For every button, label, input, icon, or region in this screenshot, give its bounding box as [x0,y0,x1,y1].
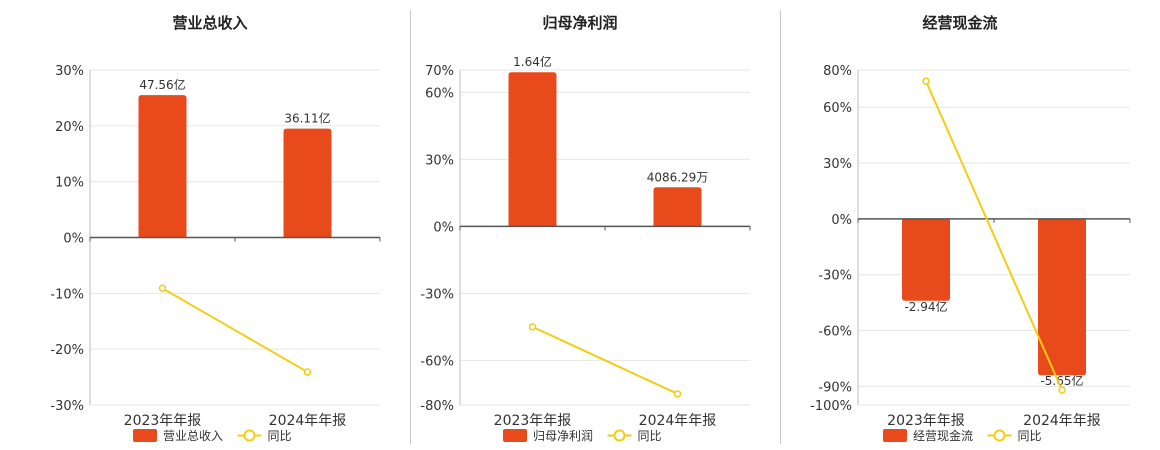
yoy-point [303,368,312,376]
panel-divider-2 [780,10,781,444]
y-tick-label: -20% [50,343,84,358]
y-tick-label: 70% [425,64,454,79]
chart-title: 经营现金流 [922,14,997,32]
y-tick-label: 30% [425,153,454,168]
legend-bar-label: 归母净利润 [533,429,593,443]
chart-net-profit: 归母净利润 70% 60% 30% 0% -30% -60% -80% 1.64亿 4086.29… [420,14,751,443]
x-category-label: 2024年年报 [1023,413,1101,429]
y-tick-label: 80% [823,64,852,79]
panel-divider-1 [410,10,411,444]
y-tick-label: 0% [63,232,84,247]
y-tick-label: -30% [420,287,454,302]
legend-bar-swatch [883,429,907,442]
yoy-point [673,390,682,398]
yoy-point [922,77,930,85]
bar [902,218,950,301]
x-category-label: 2023年年报 [494,413,572,429]
y-tick-label: -30% [50,399,84,414]
legend-bar-label: 营业总收入 [163,429,223,443]
bar [283,128,332,238]
x-category-label: 2023年年报 [124,413,202,429]
x-category-label: 2024年年报 [639,413,717,429]
y-tick-label: -30% [818,269,852,284]
legend-line-marker [613,429,626,442]
legend-line-marker [243,429,256,442]
yoy-point [1058,386,1066,394]
yoy-line [161,287,309,373]
yoy-line [925,80,1063,391]
chart-title: 归母净利润 [542,14,617,32]
bar [508,72,557,227]
y-tick-label: -60% [420,354,454,369]
y-tick-label: 20% [55,120,84,135]
bar-data-label: 47.56亿 [139,77,185,92]
bar-data-label: 36.11亿 [284,111,330,126]
y-tick-label: -80% [420,399,454,414]
chart-revenue: 营业总收入 30% 20% 10% 0% -10% -20% -30% 47.56亿 36.11亿… [50,14,381,443]
bar-data-label: -2.94亿 [904,299,947,314]
yoy-point [158,284,167,293]
legend-bar-swatch [503,429,527,442]
chart-title: 营业总收入 [172,14,247,32]
y-tick-label: 60% [823,101,852,116]
chart-cash-flow: 经营现金流 80% 60% 30% 0% -30% -60% -90% -100% -2.94亿 -… [810,14,1131,443]
y-tick-label: -100% [810,399,852,414]
bar [653,187,702,227]
bar [1038,218,1086,376]
y-tick-label: 30% [823,157,852,172]
y-tick-label: 0% [433,220,454,235]
legend-line-label: 同比 [638,429,662,443]
y-tick-label: -60% [818,325,852,340]
bar-data-label: -5.65亿 [1040,373,1083,388]
y-tick-label: 60% [425,86,454,101]
legend-bar-swatch [133,429,157,442]
x-category-label: 2024年年报 [269,413,347,429]
y-tick-label: 0% [831,213,852,228]
yoy-point [528,323,537,331]
legend-line-marker [993,429,1006,442]
y-tick-label: 10% [55,176,84,191]
bar-data-label: 1.64亿 [513,54,552,69]
legend-bar-label: 经营现金流 [913,428,973,443]
legend-line-label: 同比 [1018,429,1042,443]
bar [138,95,187,238]
x-category-label: 2023年年报 [887,413,965,429]
y-tick-label: 30% [55,64,84,79]
y-tick-label: -10% [50,287,84,302]
legend-line-label: 同比 [268,429,292,443]
y-tick-label: -90% [818,380,852,395]
yoy-line [532,325,678,395]
bar-data-label: 4086.29万 [647,170,709,184]
